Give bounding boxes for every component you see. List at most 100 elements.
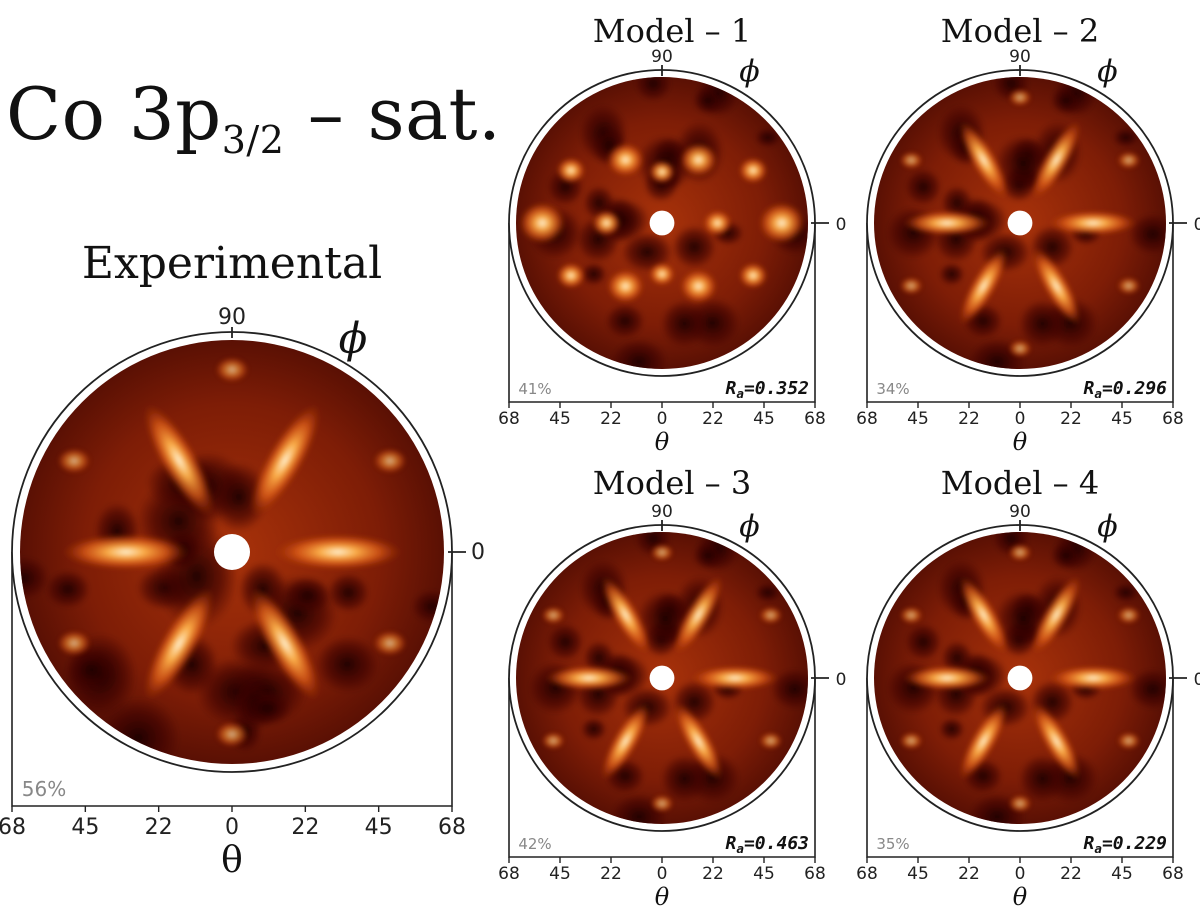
percent-label: 56% [22, 777, 66, 801]
dark-region [692, 541, 724, 570]
r-value: =0.463 [744, 833, 809, 854]
percent-label: 41% [518, 380, 551, 398]
bright-spot [556, 262, 586, 289]
theta-tick-label: 0 [225, 815, 239, 840]
dark-region [1050, 541, 1082, 570]
angle-90-label: 90 [651, 47, 673, 67]
theta-symbol: θ [655, 428, 670, 456]
bright-streak [674, 702, 723, 780]
dark-region [20, 556, 50, 600]
panel-label: Model – 2 [941, 12, 1099, 50]
bright-streak [903, 210, 991, 236]
dark-region [546, 623, 584, 661]
center-hole [1007, 665, 1033, 691]
panel-model1: Model – 190 0 ϕ 41% Ra=0.352 68 45 22 0 22 45 68 θ [498, 12, 846, 456]
theta-symbol: θ [1013, 883, 1028, 906]
bright-spot [648, 160, 676, 184]
edge-spot [57, 448, 92, 474]
theta-tick-label: 68 [804, 409, 826, 429]
dark-region [754, 582, 782, 603]
theta-tick-label: 68 [856, 864, 878, 884]
theta-tick-label: 22 [702, 409, 724, 429]
bright-spot [606, 142, 645, 177]
angle-90-label: 90 [1009, 47, 1031, 67]
dark-region [904, 623, 942, 661]
theta-tick-label: 45 [549, 864, 571, 884]
bright-streak [674, 576, 723, 654]
theta-tick-label: 0 [657, 864, 668, 884]
theta-tick-label: 68 [498, 409, 520, 429]
center-hole [213, 533, 251, 571]
title-suffix: – sat. [284, 72, 502, 156]
pattern-texture [886, 77, 1166, 369]
dark-region [904, 168, 942, 206]
panel-model3: Model – 390 0 ϕ 42% Ra=0.463 68 45 22 0 22 45 68 θ [498, 464, 846, 906]
bright-streak [143, 587, 215, 700]
theta-tick-label: 22 [600, 864, 622, 884]
theta-tick-label: 68 [438, 815, 466, 840]
center-hole [649, 210, 675, 236]
bright-streak [249, 587, 321, 700]
bright-spot [606, 269, 645, 304]
dark-region [580, 717, 607, 741]
panel-model4: Model – 490 0 ϕ 35% Ra=0.229 68 45 22 0 22 45 68 θ [856, 464, 1200, 906]
theta-tick-label: 45 [753, 864, 775, 884]
bright-streak [1032, 121, 1081, 199]
theta-tick-label: 45 [907, 409, 929, 429]
dark-region [66, 647, 118, 693]
theta-tick-label: 0 [657, 409, 668, 429]
dark-region [580, 262, 607, 286]
edge-spot [215, 356, 249, 383]
r-subscript: a [1094, 841, 1102, 856]
edge-spot [1008, 88, 1032, 107]
bright-streak [1032, 702, 1081, 780]
theta-tick-label: 22 [1060, 409, 1082, 429]
theta-tick-label: 68 [498, 864, 520, 884]
bright-streak [903, 665, 991, 691]
dark-region [938, 262, 965, 286]
r-factor-label: Ra=0.352 [726, 378, 809, 401]
theta-tick-label: 45 [1111, 409, 1133, 429]
edge-spot [759, 732, 783, 750]
edge-spot [1008, 543, 1032, 562]
r-value: =0.352 [744, 378, 809, 399]
bright-spot [648, 262, 676, 286]
bright-streak [959, 702, 1008, 780]
r-subscript: a [1094, 386, 1102, 401]
phi-symbol: ϕ [739, 54, 759, 89]
theta-symbol: θ [655, 883, 670, 906]
r-subscript: a [736, 386, 744, 401]
angle-90-label: 90 [651, 502, 673, 522]
angle-0-label: 0 [836, 670, 847, 690]
dark-region [938, 717, 965, 741]
bright-streak [959, 121, 1008, 199]
theta-tick-label: 22 [702, 864, 724, 884]
theta-tick-label: 68 [1162, 864, 1184, 884]
edge-spot [899, 606, 923, 624]
dark-region [634, 77, 672, 102]
dark-region [45, 570, 91, 609]
bright-streak [1032, 247, 1081, 325]
r-subscript: a [736, 841, 744, 856]
pattern-texture [528, 532, 808, 824]
theta-tick-label: 0 [1015, 409, 1026, 429]
angle-90-label: 90 [218, 305, 246, 330]
dark-region [671, 224, 717, 269]
dark-region [1050, 86, 1082, 115]
edge-spot [1117, 277, 1141, 295]
bright-spot [702, 209, 733, 237]
title-subscript: 3/2 [221, 118, 285, 162]
percent-label: 42% [518, 835, 551, 853]
bright-streak [959, 247, 1008, 325]
edge-spot [541, 606, 565, 624]
center-hole [649, 665, 675, 691]
bright-streak [959, 576, 1008, 654]
angle-0-label: 0 [1194, 215, 1200, 235]
dark-region [1018, 299, 1067, 348]
r-value: =0.229 [1102, 833, 1167, 854]
bright-streak [1032, 576, 1081, 654]
theta-symbol: θ [1013, 428, 1028, 456]
center-hole [1007, 210, 1033, 236]
theta-tick-label: 22 [600, 409, 622, 429]
